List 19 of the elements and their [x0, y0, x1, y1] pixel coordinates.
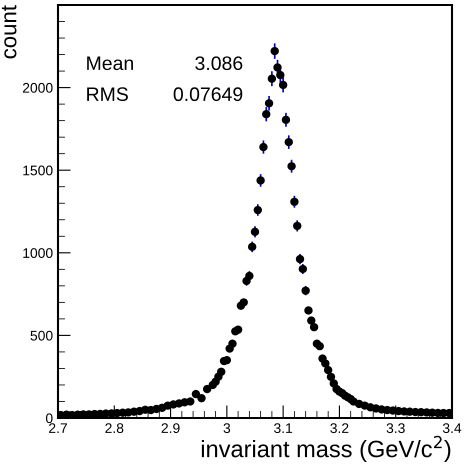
y-tick-label: 2000 — [22, 82, 53, 93]
y-tick-label: 1000 — [23, 248, 53, 258]
annotation: Mean — [87, 56, 133, 70]
y-tick-label: 1500 — [23, 166, 53, 176]
x-tick-label: 3.2 — [330, 423, 348, 434]
annotation: 3.086 — [195, 56, 242, 70]
y-tick-label: 500 — [30, 330, 53, 341]
x-tick-label: 2.8 — [105, 423, 124, 434]
y-tick-label: 0 — [46, 413, 53, 424]
x-tick-label: 3 — [224, 423, 230, 434]
x-tick-label: 3.1 — [274, 423, 292, 434]
x-tick-label: 2.7 — [49, 423, 67, 433]
x-tick-label: 2.9 — [162, 423, 180, 434]
y-axis-title: count — [2, 5, 16, 58]
x-tick-label: 3.3 — [386, 423, 405, 434]
x-tick-label: 3.4 — [442, 423, 462, 434]
annotation: RMS — [87, 87, 128, 102]
annotation: 0.07649 — [174, 87, 242, 102]
x-axis-title: invariant mass (GeV/c$^{2}$) — [202, 436, 450, 462]
